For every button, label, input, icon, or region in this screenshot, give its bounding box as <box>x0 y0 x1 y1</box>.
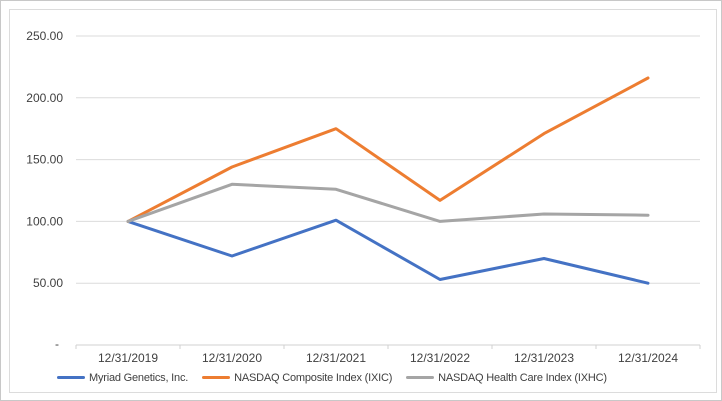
legend-item-nasdaq-health-care: NASDAQ Health Care Index (IXHC) <box>406 372 607 384</box>
series-line-nasdaq-composite-index-ixic <box>126 76 650 223</box>
x-tick-label-2021: 12/31/2021 <box>306 351 366 365</box>
y-tick-label-0: - <box>55 337 59 351</box>
chart-frame <box>9 9 717 393</box>
x-axis <box>75 344 701 349</box>
x-tick-label-2019: 12/31/2019 <box>98 351 158 365</box>
legend-label: NASDAQ Health Care Index (IXHC) <box>438 371 607 384</box>
x-tick-label-2023: 12/31/2023 <box>514 351 574 365</box>
y-gridlines <box>76 35 700 284</box>
legend-label: NASDAQ Composite Index (IXIC) <box>234 371 393 384</box>
y-tick-label-150: 150.00 <box>26 153 63 167</box>
line-swatch-icon <box>57 376 85 379</box>
legend-item-myriad-genetics: Myriad Genetics, Inc. <box>57 372 188 384</box>
legend: Myriad Genetics, Inc. NASDAQ Composite I… <box>57 370 607 385</box>
y-tick-label-250: 250.00 <box>26 29 63 43</box>
line-swatch-icon <box>406 376 435 379</box>
y-axis-labels: 250.00 200.00 150.00 100.00 50.00 - <box>26 29 63 351</box>
legend-label: Myriad Genetics, Inc. <box>89 371 189 384</box>
series-line-myriad-genetics-inc <box>126 218 650 285</box>
x-tick-label-2020: 12/31/2020 <box>202 351 262 365</box>
series-line-nasdaq-health-care-index-ixhc <box>126 182 650 223</box>
series-lines <box>126 76 650 285</box>
y-tick-label-50: 50.00 <box>33 276 63 290</box>
legend-item-nasdaq-composite: NASDAQ Composite Index (IXIC) <box>202 372 392 384</box>
x-tick-label-2024: 12/31/2024 <box>618 351 678 365</box>
x-tick-label-2022: 12/31/2022 <box>410 351 470 365</box>
y-tick-label-200: 200.00 <box>26 91 63 105</box>
line-swatch-icon <box>202 376 231 379</box>
y-tick-label-100: 100.00 <box>26 214 63 228</box>
x-axis-labels: 12/31/2019 12/31/2020 12/31/2021 12/31/2… <box>98 351 678 365</box>
